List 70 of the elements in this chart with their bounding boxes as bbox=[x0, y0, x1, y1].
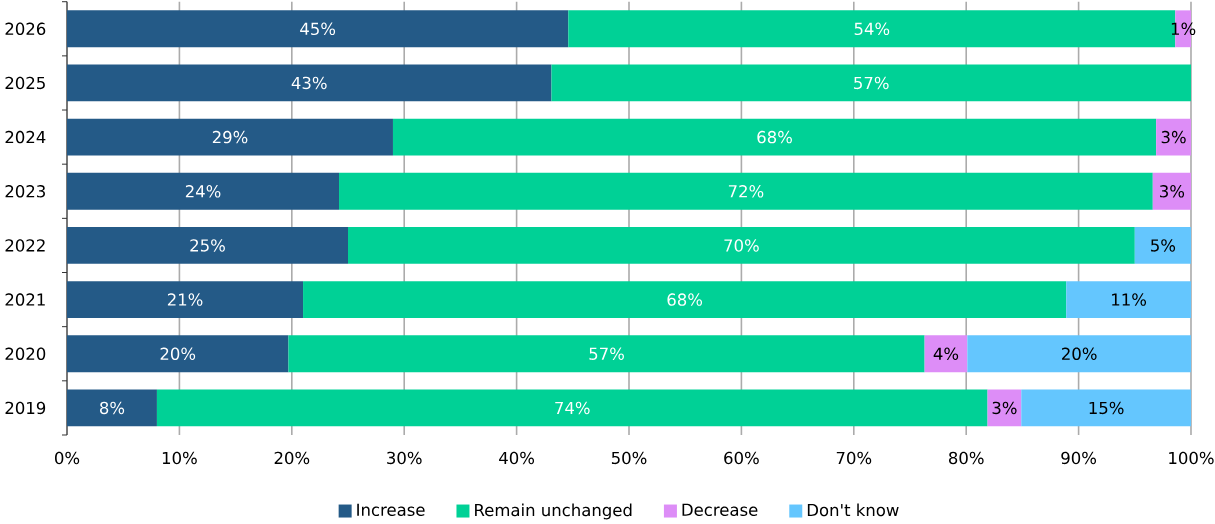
data-label: 68% bbox=[757, 130, 792, 144]
data-label: 3% bbox=[1160, 185, 1185, 198]
data-label: 70% bbox=[724, 239, 759, 252]
data-label: 29% bbox=[212, 130, 248, 144]
bar bbox=[1021, 389, 1191, 427]
y-tick-label: 2021 bbox=[5, 293, 45, 306]
x-tick-label: 30% bbox=[387, 451, 422, 465]
bar bbox=[551, 64, 1191, 102]
bar bbox=[67, 172, 340, 210]
data-label: 4% bbox=[933, 347, 959, 360]
data-label: 3% bbox=[992, 401, 1017, 415]
legend-label: Don't know bbox=[807, 503, 899, 517]
bar bbox=[156, 389, 988, 427]
legend-label: Decrease bbox=[682, 503, 758, 517]
x-tick-label: 50% bbox=[611, 451, 647, 465]
data-label: 57% bbox=[589, 347, 624, 360]
x-tick-label: 100% bbox=[1169, 451, 1214, 465]
bar bbox=[288, 335, 925, 373]
bar bbox=[67, 64, 552, 102]
x-tick-label: 90% bbox=[1061, 451, 1097, 465]
bar bbox=[392, 118, 1157, 156]
x-tick-label: 70% bbox=[836, 451, 872, 465]
legend-label: Remain unchanged bbox=[475, 503, 632, 520]
legend-label: Increase bbox=[357, 503, 425, 517]
data-label: 20% bbox=[1062, 347, 1097, 360]
y-tick-label: 2022 bbox=[5, 239, 45, 252]
data-label: 25% bbox=[190, 239, 225, 252]
data-label: 45% bbox=[300, 22, 336, 36]
bar bbox=[67, 281, 304, 318]
bar bbox=[67, 118, 393, 156]
x-tick-label: 10% bbox=[162, 451, 197, 465]
bar bbox=[67, 10, 569, 48]
y-tick-label: 2025 bbox=[5, 76, 45, 90]
bar bbox=[1134, 227, 1191, 264]
data-label: 5% bbox=[1151, 239, 1176, 252]
bar bbox=[1156, 118, 1191, 156]
data-label: 8% bbox=[100, 401, 125, 415]
bar bbox=[348, 227, 1135, 264]
bar bbox=[339, 172, 1153, 210]
data-label: 74% bbox=[555, 401, 590, 415]
bar bbox=[924, 335, 968, 373]
data-label: 11% bbox=[1112, 293, 1147, 306]
data-label: 72% bbox=[728, 185, 764, 198]
data-label: 21% bbox=[167, 293, 203, 306]
data-label: 20% bbox=[160, 347, 196, 360]
data-label: 54% bbox=[854, 22, 890, 36]
data-label: 24% bbox=[185, 185, 221, 198]
y-tick-label: 2023 bbox=[5, 185, 45, 198]
bar bbox=[987, 389, 1022, 427]
x-tick-label: 60% bbox=[724, 451, 759, 465]
y-tick-label: 2019 bbox=[5, 401, 46, 415]
bar bbox=[67, 335, 289, 373]
y-tick-label: 2026 bbox=[5, 22, 46, 36]
x-tick-label: 20% bbox=[274, 451, 310, 465]
bar bbox=[67, 389, 157, 427]
x-tick-label: 0% bbox=[55, 451, 80, 465]
data-label: 57% bbox=[854, 76, 889, 90]
bar bbox=[303, 281, 1067, 318]
bar bbox=[1152, 172, 1191, 210]
x-tick-label: 80% bbox=[948, 451, 984, 465]
bar bbox=[967, 335, 1191, 373]
data-label: 3% bbox=[1161, 130, 1186, 144]
bar bbox=[1066, 281, 1191, 318]
x-tick-label: 40% bbox=[499, 451, 535, 465]
y-tick-label: 2020 bbox=[5, 347, 46, 360]
data-label: 43% bbox=[291, 76, 327, 90]
bar bbox=[67, 227, 349, 264]
y-tick-label: 2024 bbox=[5, 130, 46, 144]
data-label: 68% bbox=[667, 293, 703, 306]
data-label: 15% bbox=[1089, 401, 1124, 415]
